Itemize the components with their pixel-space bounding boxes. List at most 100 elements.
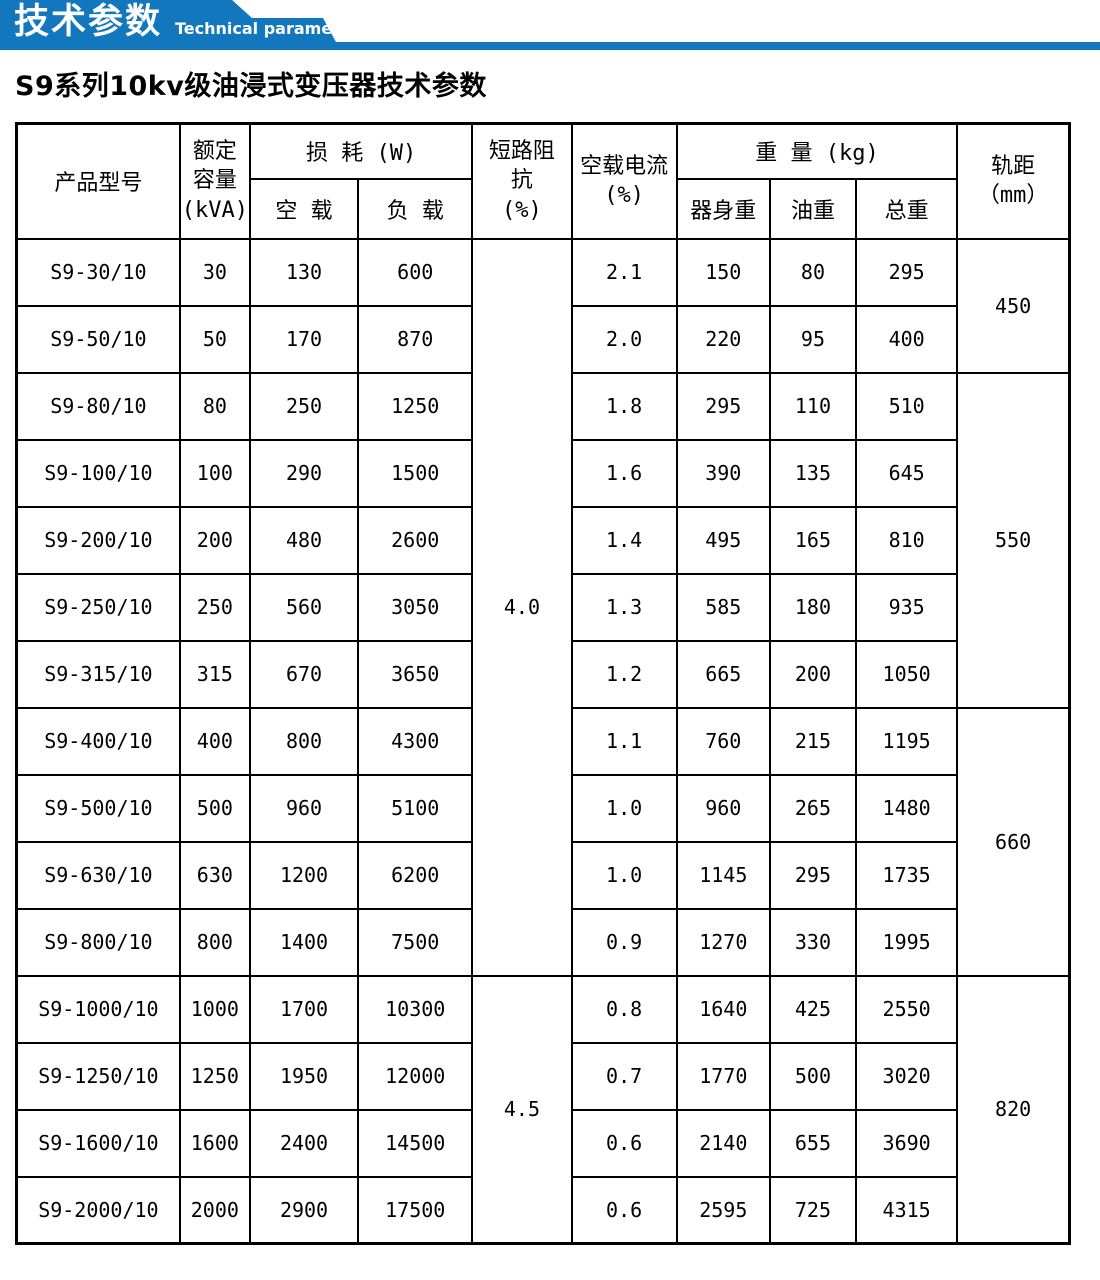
cell-noload-loss: 1950 bbox=[248, 1041, 360, 1111]
spec-table: 产品型号 额定 容量 (kVA) 损 耗 (W) 短路阻 抗 (%) 空载电流 … bbox=[15, 122, 1071, 1245]
cell-model: S9-200/10 bbox=[15, 505, 181, 575]
cell-model: S9-2000/10 bbox=[15, 1175, 181, 1245]
cell-load-loss: 5100 bbox=[357, 773, 474, 843]
cell-noload-current: 1.8 bbox=[570, 371, 678, 441]
cell-model: S9-315/10 bbox=[15, 639, 181, 709]
cell-total-weight: 935 bbox=[855, 572, 959, 642]
cell-model: S9-1250/10 bbox=[15, 1041, 181, 1111]
cell-impedance-merged: 4.5 bbox=[471, 974, 573, 1245]
cell-load-loss: 10300 bbox=[357, 974, 474, 1044]
table-row: S9-2000/10 2000 2900 17500 0.6 2595 725 … bbox=[15, 1175, 1070, 1245]
cell-gauge-merged: 450 bbox=[956, 237, 1071, 374]
table-row: S9-400/10 400 800 4300 1.1 760 215 1195 … bbox=[15, 706, 1071, 977]
banner-subtitle: Technical parameter bbox=[175, 19, 359, 38]
header-impedance-line: 短路阻 bbox=[488, 138, 555, 164]
cell-body-weight: 495 bbox=[675, 505, 771, 575]
cell-capacity: 30 bbox=[178, 237, 251, 307]
cell-load-loss: 2600 bbox=[357, 505, 474, 575]
cell-oil-weight: 215 bbox=[768, 706, 858, 776]
cell-model: S9-400/10 bbox=[15, 706, 181, 776]
cell-load-loss: 7500 bbox=[357, 907, 474, 977]
cell-capacity: 1600 bbox=[178, 1108, 251, 1178]
header-current-line: 空载电流 bbox=[580, 153, 669, 179]
cell-body-weight: 1145 bbox=[675, 840, 771, 910]
cell-total-weight: 510 bbox=[855, 371, 959, 441]
cell-noload-current: 1.6 bbox=[570, 438, 678, 508]
table-row: S9-250/10 250 560 3050 1.3 585 180 935 bbox=[15, 572, 1070, 642]
cell-total-weight: 295 bbox=[855, 237, 959, 307]
banner-title: 技术参数 bbox=[14, 2, 163, 42]
cell-noload-current: 0.6 bbox=[570, 1108, 678, 1178]
cell-oil-weight: 500 bbox=[768, 1041, 858, 1111]
table-row: S9-1600/10 1600 2400 14500 0.6 2140 655 … bbox=[15, 1108, 1070, 1178]
header-loss: 损 耗 (W) bbox=[248, 122, 474, 180]
cell-oil-weight: 110 bbox=[768, 371, 858, 441]
cell-noload-current: 1.3 bbox=[570, 572, 678, 642]
cell-noload-loss: 250 bbox=[248, 371, 360, 441]
cell-total-weight: 400 bbox=[855, 304, 959, 374]
cell-noload-current: 2.0 bbox=[570, 304, 678, 374]
header-loss-load: 负 载 bbox=[357, 177, 474, 240]
header-impedance-line: 抗 bbox=[510, 168, 533, 194]
header-gauge: 轨距 （mm） bbox=[956, 122, 1071, 240]
cell-model: S9-500/10 bbox=[15, 773, 181, 843]
cell-model: S9-250/10 bbox=[15, 572, 181, 642]
cell-body-weight: 960 bbox=[675, 773, 771, 843]
cell-noload-loss: 670 bbox=[248, 639, 360, 709]
header-capacity-line: (kVA) bbox=[181, 198, 248, 224]
header-capacity-line: 额定 bbox=[192, 138, 237, 164]
cell-capacity: 500 bbox=[178, 773, 251, 843]
cell-model: S9-800/10 bbox=[15, 907, 181, 977]
cell-gauge-merged: 660 bbox=[956, 706, 1071, 977]
header-capacity-line: 容量 bbox=[192, 168, 237, 194]
cell-oil-weight: 655 bbox=[768, 1108, 858, 1178]
cell-model: S9-100/10 bbox=[15, 438, 181, 508]
cell-oil-weight: 200 bbox=[768, 639, 858, 709]
cell-oil-weight: 265 bbox=[768, 773, 858, 843]
table-row: S9-100/10 100 290 1500 1.6 390 135 645 bbox=[15, 438, 1070, 508]
cell-oil-weight: 135 bbox=[768, 438, 858, 508]
cell-body-weight: 390 bbox=[675, 438, 771, 508]
cell-total-weight: 1735 bbox=[855, 840, 959, 910]
cell-noload-current: 0.8 bbox=[570, 974, 678, 1044]
header-row-sub: 空 载 负 载 器身重 油重 总重 bbox=[17, 177, 1070, 240]
cell-model: S9-1600/10 bbox=[15, 1108, 181, 1178]
cell-capacity: 250 bbox=[178, 572, 251, 642]
cell-capacity: 200 bbox=[178, 505, 251, 575]
table-row: S9-800/10 800 1400 7500 0.9 1270 330 199… bbox=[15, 907, 1070, 977]
cell-capacity: 80 bbox=[178, 371, 251, 441]
header-weight-body: 器身重 bbox=[675, 177, 771, 240]
cell-model: S9-30/10 bbox=[15, 237, 181, 307]
cell-noload-loss: 170 bbox=[248, 304, 360, 374]
table-row: S9-1000/10 1000 1700 10300 4.5 0.8 1640 … bbox=[15, 974, 1071, 1245]
cell-noload-current: 0.6 bbox=[570, 1175, 678, 1245]
cell-load-loss: 6200 bbox=[357, 840, 474, 910]
cell-noload-loss: 130 bbox=[248, 237, 360, 307]
cell-load-loss: 4300 bbox=[357, 706, 474, 776]
cell-body-weight: 2140 bbox=[675, 1108, 771, 1178]
cell-load-loss: 1500 bbox=[357, 438, 474, 508]
cell-body-weight: 220 bbox=[675, 304, 771, 374]
header-loss-noload: 空 载 bbox=[248, 177, 360, 240]
table-row: S9-630/10 630 1200 6200 1.0 1145 295 173… bbox=[15, 840, 1070, 910]
table-row: S9-30/10 30 130 600 4.0 2.1 150 80 295 4… bbox=[15, 237, 1071, 977]
banner: 技术参数 Technical parameter bbox=[0, 0, 1100, 50]
cell-noload-current: 2.1 bbox=[570, 237, 678, 307]
table-row: S9-50/10 50 170 870 2.0 220 95 400 bbox=[15, 304, 1070, 374]
cell-total-weight: 4315 bbox=[855, 1175, 959, 1245]
cell-body-weight: 665 bbox=[675, 639, 771, 709]
header-row-top: 产品型号 额定 容量 (kVA) 损 耗 (W) 短路阻 抗 (%) 空载电流 … bbox=[15, 122, 1071, 240]
cell-noload-current: 1.0 bbox=[570, 840, 678, 910]
cell-noload-loss: 560 bbox=[248, 572, 360, 642]
table-row: S9-315/10 315 670 3650 1.2 665 200 1050 bbox=[15, 639, 1070, 709]
cell-noload-current: 1.0 bbox=[570, 773, 678, 843]
cell-body-weight: 760 bbox=[675, 706, 771, 776]
cell-capacity: 630 bbox=[178, 840, 251, 910]
cell-impedance-merged: 4.0 bbox=[471, 237, 573, 977]
cell-noload-current: 0.7 bbox=[570, 1041, 678, 1111]
cell-model: S9-630/10 bbox=[15, 840, 181, 910]
cell-load-loss: 600 bbox=[357, 237, 474, 307]
cell-capacity: 1250 bbox=[178, 1041, 251, 1111]
cell-oil-weight: 180 bbox=[768, 572, 858, 642]
